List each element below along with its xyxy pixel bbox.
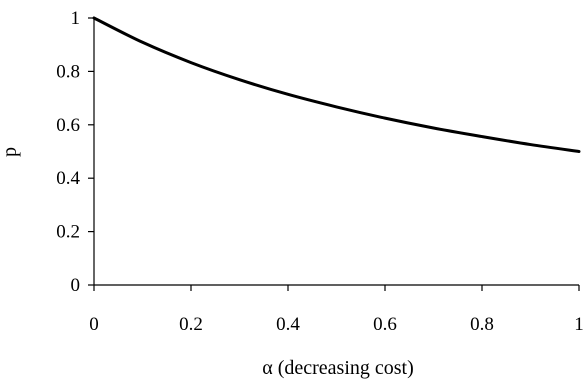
x-tick-label: 0.2	[179, 314, 203, 335]
axes: 0 0.2 0.4 0.6 0.8 1 0 0.2 0.4 0.6 0.8 1	[56, 8, 583, 335]
y-tick-label: 0.2	[56, 222, 80, 243]
series-line	[92, 16, 581, 153]
labels: α (decreasing cost) p	[0, 147, 414, 379]
series-layer	[92, 16, 581, 153]
y-tick-label: 0.6	[56, 115, 80, 136]
y-tick-label: 0	[71, 275, 81, 296]
y-tick-label: 0.4	[56, 168, 80, 189]
x-axis-title: α (decreasing cost)	[262, 357, 414, 379]
y-tick-label: 0.8	[56, 61, 80, 82]
x-tick-label: 1	[574, 314, 583, 335]
x-tick-label: 0	[89, 314, 99, 335]
x-tick-label: 0.8	[470, 314, 494, 335]
x-tick-label: 0.6	[373, 314, 397, 335]
x-tick-label: 0.4	[276, 314, 300, 335]
y-tick-label: 1	[71, 8, 81, 29]
y-axis-title: p	[0, 147, 21, 157]
